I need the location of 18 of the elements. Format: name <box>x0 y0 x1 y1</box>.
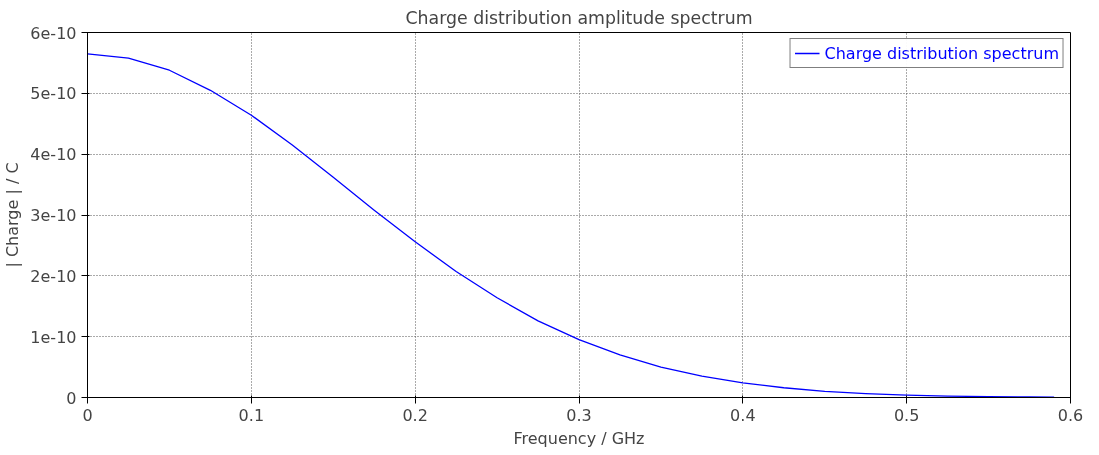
y-tick-label: 5e-10 <box>30 84 77 104</box>
y-tick-label: 3e-10 <box>30 206 77 225</box>
x-tick-label: 0.1 <box>238 405 265 425</box>
x-axis-title: Frequency / GHz <box>513 428 645 448</box>
y-axis-title: | Charge | / C <box>3 162 23 268</box>
x-tick-label: 0 <box>82 405 93 425</box>
y-tick-label: 0 <box>66 388 77 408</box>
x-tick-label: 0.2 <box>402 405 428 425</box>
legend-label: Charge distribution spectrum <box>824 43 1059 63</box>
x-tick-label: 0.4 <box>730 405 756 425</box>
x-tick-label: 0.6 <box>1057 405 1084 425</box>
chart-title: Charge distribution amplitude spectrum <box>405 7 753 28</box>
x-tick-label: 0.3 <box>566 405 592 425</box>
y-tick-label: 1e-10 <box>30 327 77 347</box>
y-tick-label: 2e-10 <box>30 266 77 286</box>
y-tick-label: 6e-10 <box>30 23 77 43</box>
x-tick-label: 0.5 <box>893 405 920 425</box>
y-tick-label: 4e-10 <box>30 145 77 165</box>
